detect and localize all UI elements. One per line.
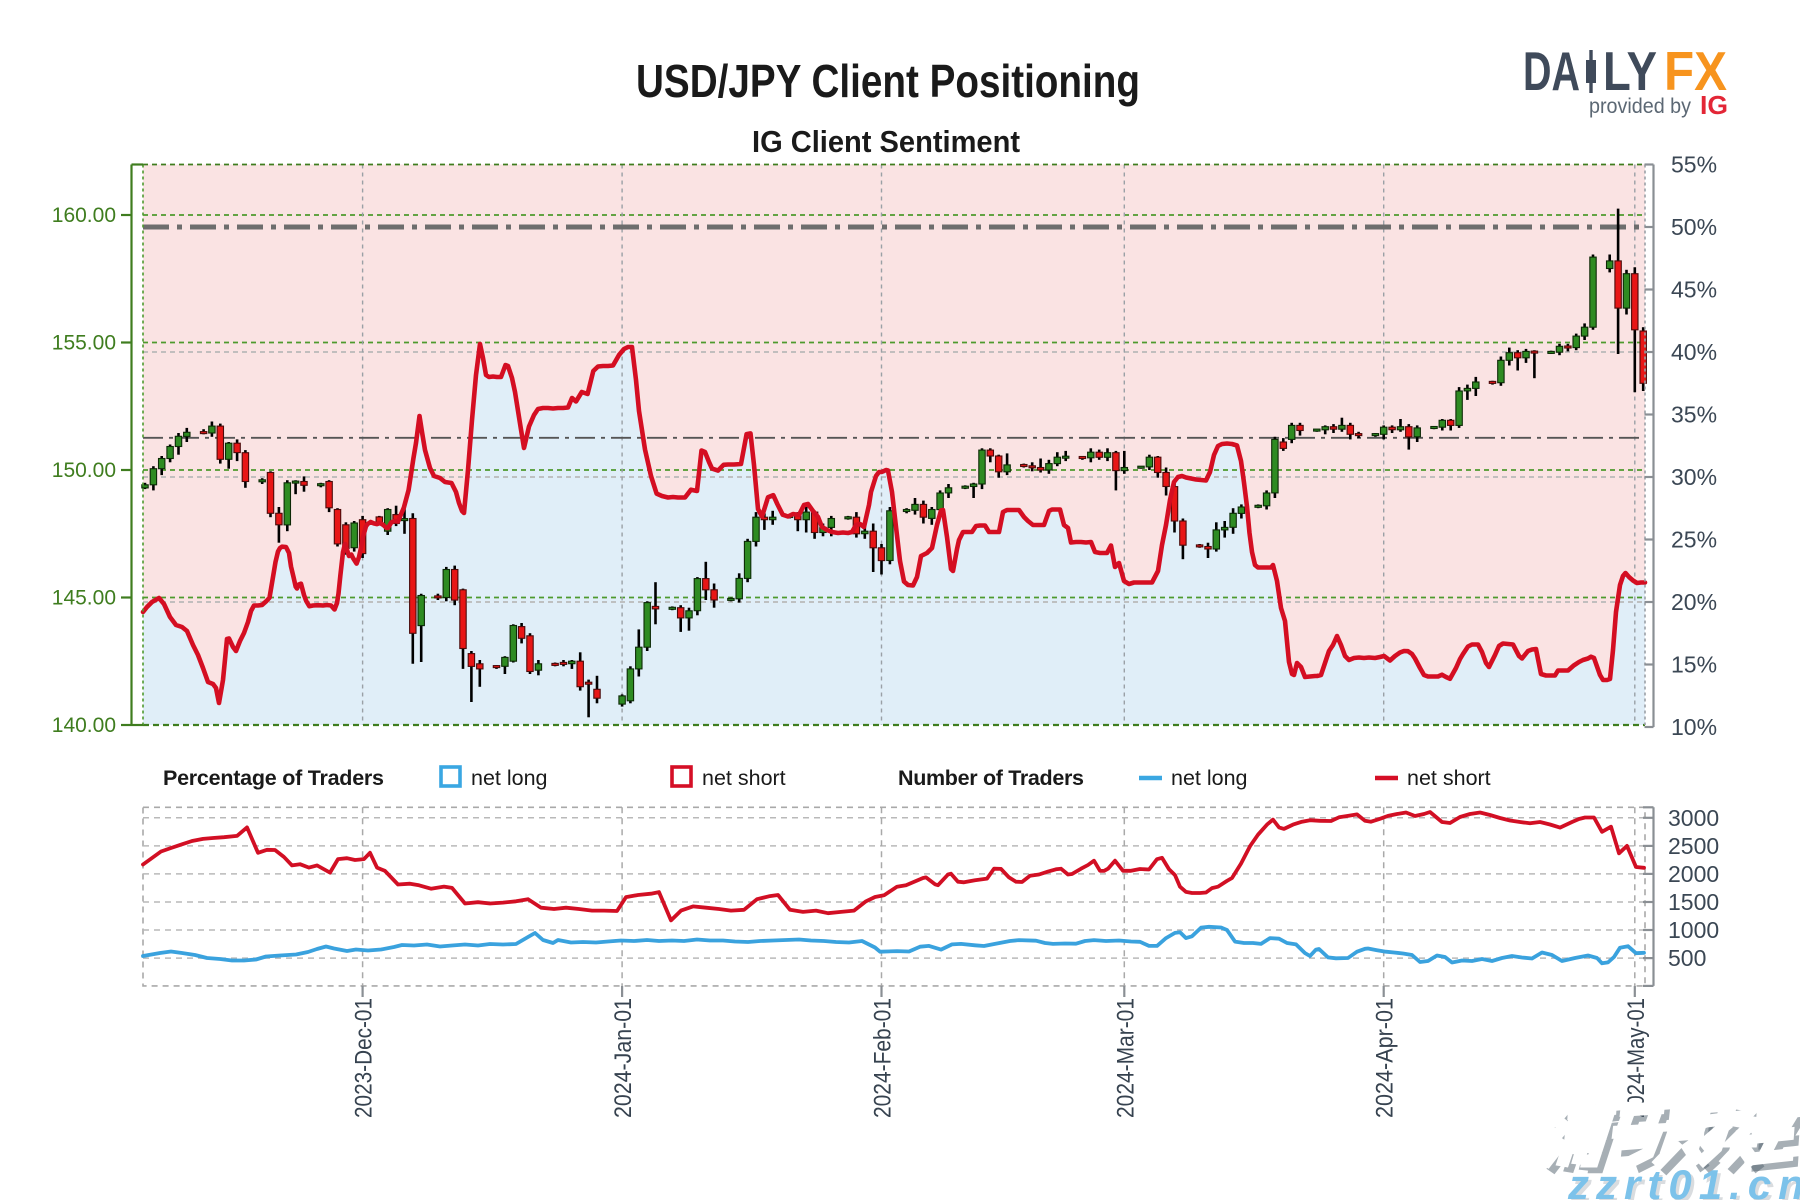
svg-text:IG: IG (1700, 90, 1728, 120)
svg-text:DA: DA (1523, 40, 1580, 102)
svg-text:provided by: provided by (1589, 95, 1691, 118)
svg-text:Percentage of Traders: Percentage of Traders (163, 766, 384, 790)
svg-text:2024-May-01: 2024-May-01 (1623, 998, 1650, 1118)
svg-text:1500: 1500 (1668, 889, 1719, 915)
svg-text:160.00: 160.00 (52, 204, 116, 227)
svg-text:155.00: 155.00 (52, 332, 116, 355)
svg-text:3000: 3000 (1668, 805, 1719, 831)
svg-text:USD/JPY Client Positioning: USD/JPY Client Positioning (636, 55, 1140, 107)
svg-text:net short: net short (1407, 766, 1491, 790)
svg-text:145.00: 145.00 (52, 587, 116, 610)
svg-text:2024-Jan-01: 2024-Jan-01 (610, 998, 637, 1118)
svg-text:40%: 40% (1671, 339, 1717, 365)
svg-text:2023-Dec-01: 2023-Dec-01 (351, 998, 378, 1118)
svg-text:2500: 2500 (1668, 833, 1719, 859)
svg-text:IG Client Sentiment: IG Client Sentiment (752, 124, 1020, 159)
svg-text:10%: 10% (1671, 714, 1717, 740)
svg-text:45%: 45% (1671, 277, 1717, 303)
svg-text:Number of Traders: Number of Traders (898, 766, 1084, 790)
svg-text:140.00: 140.00 (52, 714, 116, 737)
svg-text:2024-Mar-01: 2024-Mar-01 (1112, 998, 1139, 1118)
svg-text:zzrt01.cn: zzrt01.cn (1567, 1161, 1800, 1200)
svg-text:1000: 1000 (1668, 917, 1719, 943)
svg-text:20%: 20% (1671, 589, 1717, 615)
svg-text:30%: 30% (1671, 464, 1717, 490)
svg-text:50%: 50% (1671, 214, 1717, 240)
svg-text:LY: LY (1603, 40, 1657, 102)
svg-text:55%: 55% (1671, 152, 1717, 178)
svg-text:15%: 15% (1671, 652, 1717, 678)
svg-text:2024-Feb-01: 2024-Feb-01 (870, 998, 897, 1118)
svg-text:net long: net long (1171, 766, 1248, 790)
svg-text:net long: net long (471, 766, 548, 790)
svg-text:35%: 35% (1671, 402, 1717, 428)
svg-text:150.00: 150.00 (52, 459, 116, 482)
svg-text:25%: 25% (1671, 527, 1717, 553)
svg-text:FX: FX (1664, 40, 1727, 102)
svg-text:net short: net short (702, 766, 786, 790)
svg-text:2024-Apr-01: 2024-Apr-01 (1372, 998, 1399, 1118)
svg-text:500: 500 (1668, 945, 1706, 971)
svg-text:2000: 2000 (1668, 861, 1719, 887)
